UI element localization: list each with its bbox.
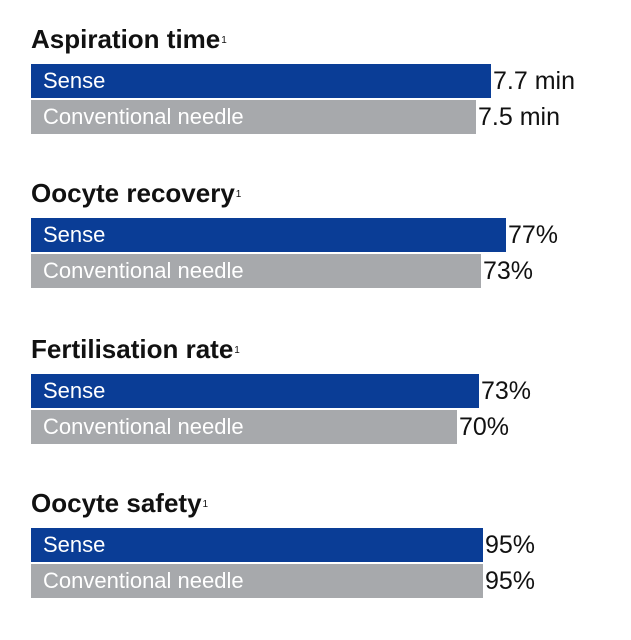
bar-value-label: 70% [459,413,510,441]
bar-value-label: 95% [485,531,536,559]
bar: Conventional needle [31,564,483,598]
bar-category-label: Sense [43,222,106,247]
bar-category-label: Conventional needle [43,568,244,593]
bar: Sense [31,218,506,252]
chart-panel: Oocyte recovery1 Sense 77% Conventional nee… [31,176,621,292]
bar-value-label: 73% [481,377,532,405]
chart-title: Fertilisation rate1 [31,332,240,366]
bar-category-label: Conventional needle [43,258,244,283]
bar: Conventional needle [31,254,481,288]
chart-title: Aspiration time1 [31,22,227,56]
bar: Sense [31,64,491,98]
chart-title-text: Oocyte recovery [31,178,235,208]
chart-title: Oocyte recovery1 [31,176,241,210]
bar-value-label: 73% [483,257,534,285]
bar-value-label: 95% [485,567,536,595]
bar-category-label: Sense [43,532,106,557]
chart-panel: Aspiration time1 Sense 7.7 min Conventional… [31,22,621,138]
chart-title-text: Fertilisation rate [31,334,234,364]
footnote-marker: 1 [234,345,240,356]
chart-title-text: Aspiration time [31,24,221,54]
chart-title: Oocyte safety1 [31,486,208,520]
bar: Conventional needle [31,410,457,444]
chart-panel: Oocyte safety1 Sense 95% Conventional needl… [31,486,621,602]
bar: Sense [31,374,479,408]
footnote-marker: 1 [221,35,227,46]
footnote-marker: 1 [202,499,209,510]
chart-title-text: Oocyte safety [31,488,202,518]
bar-value-label: 7.7 min [493,67,575,95]
bar: Sense [31,528,483,562]
bar-value-label: 7.5 min [478,103,560,131]
bar-category-label: Sense [43,378,106,403]
bar-category-label: Sense [43,68,106,93]
bar-value-label: 77% [508,221,559,249]
chart-panel: Fertilisation rate1 Sense 73% Conventional … [31,332,621,448]
bar-category-label: Conventional needle [43,104,244,129]
bar: Conventional needle [31,100,476,134]
footnote-marker: 1 [235,189,242,200]
bar-category-label: Conventional needle [43,414,244,439]
